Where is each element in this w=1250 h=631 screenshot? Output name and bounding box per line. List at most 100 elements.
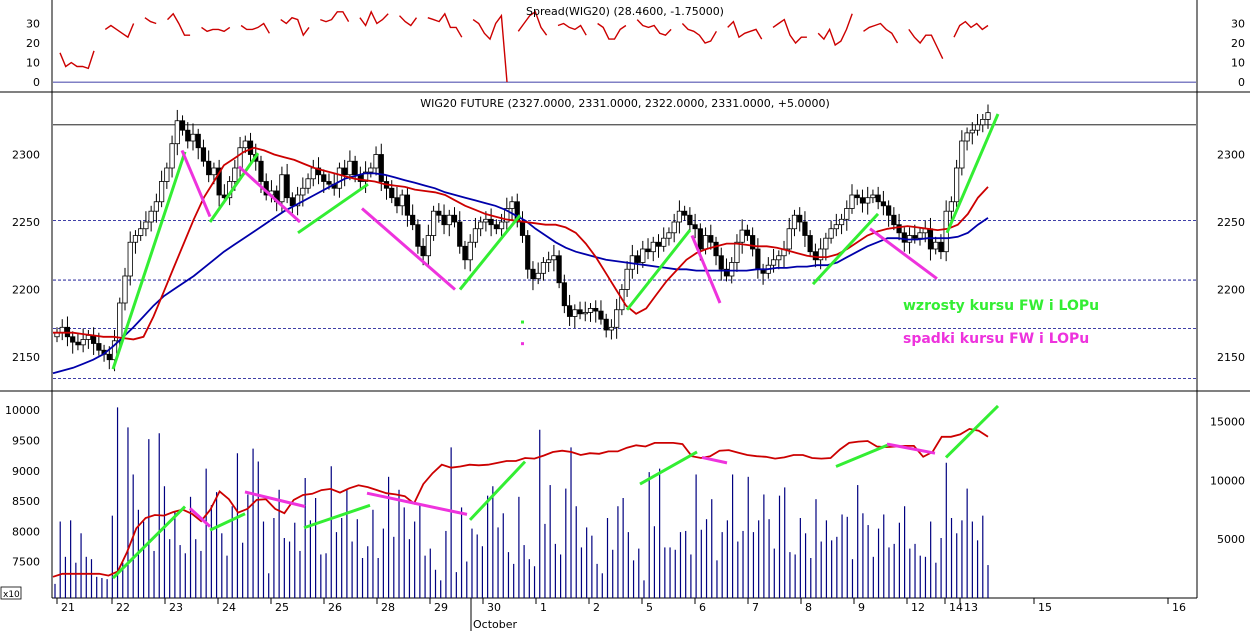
price-tick-right: 2150 — [1217, 351, 1245, 364]
candle-body — [891, 214, 897, 226]
spread-tick-right: 30 — [1231, 18, 1245, 31]
candle-body — [833, 224, 839, 230]
candle-body — [425, 235, 431, 257]
spread-series-line — [472, 13, 508, 83]
candle-body — [655, 241, 662, 247]
unit-label: x10 — [3, 590, 20, 600]
price-panel: 2150 2150 2200 2200 2250 2250 2300 2300 — [12, 104, 1245, 380]
candle-body — [279, 174, 285, 203]
candle-body — [812, 251, 818, 261]
candle-body — [561, 282, 567, 307]
candle-body — [556, 255, 562, 284]
candle-body — [671, 221, 677, 234]
candle-body — [640, 248, 646, 263]
volume-tick-left: 8500 — [12, 495, 40, 508]
x-tick-label: 8 — [805, 601, 812, 614]
candle-body — [865, 197, 871, 204]
volume-tick-left: 9500 — [12, 434, 40, 447]
x-tick-label: 5 — [646, 601, 653, 614]
candle-body — [645, 248, 651, 253]
price-marker-green — [521, 320, 524, 324]
candle-body — [880, 201, 886, 207]
candle-body — [682, 210, 688, 216]
candle-body — [342, 167, 348, 176]
candle-body — [661, 237, 667, 247]
candle-body — [519, 221, 526, 236]
candle-body — [582, 312, 588, 315]
candle-body — [111, 340, 118, 361]
open-interest-line — [52, 427, 989, 578]
candle-body — [838, 218, 845, 226]
candle-body — [687, 214, 693, 226]
candle-body — [802, 221, 808, 236]
candle-body — [326, 181, 332, 185]
spread-title: Spread(WIG20) (28.4600, -1.75000) — [526, 5, 724, 18]
candle-body — [185, 129, 191, 142]
candle-body — [844, 208, 850, 220]
candle-body — [514, 201, 520, 223]
candle-body — [96, 343, 102, 351]
spread-tick-left: 30 — [26, 18, 40, 31]
volume-trend-down-line — [244, 490, 306, 508]
candle-body — [289, 197, 295, 207]
candle-body — [870, 194, 876, 199]
price-tick-left: 2150 — [12, 351, 40, 364]
volume-trend-up-line — [303, 503, 371, 530]
price-tick-left: 2250 — [12, 216, 40, 229]
volume-panel: 7500 8000 8500 9000 9500 10000 5000 10000 15000 — [5, 404, 1245, 598]
candle-body — [744, 229, 751, 236]
volume-trend-down-line — [188, 507, 212, 528]
spread-tick-left: 10 — [26, 57, 40, 70]
x-tick-label: 30 — [487, 601, 501, 614]
candle-body — [415, 224, 421, 247]
candle-body — [886, 205, 892, 216]
candle-body — [242, 140, 248, 149]
candle-body — [305, 178, 311, 189]
candle-body — [80, 339, 86, 346]
candle-body — [399, 194, 405, 207]
spread-series-line — [817, 13, 853, 47]
x-tick-label: 15 — [1038, 601, 1052, 614]
candle-body — [729, 262, 735, 277]
x-tick-label: 12 — [911, 601, 925, 614]
candle-body — [258, 160, 264, 182]
candle-body — [430, 210, 437, 236]
volume-tick-left: 9000 — [12, 465, 40, 478]
candle-body — [91, 334, 97, 344]
price-trend-down-line — [690, 234, 722, 304]
candle-body — [478, 221, 484, 230]
spread-series-line — [167, 12, 191, 36]
candle-body — [138, 228, 144, 236]
candle-body — [577, 309, 583, 315]
moving-average-fast — [53, 146, 989, 341]
candle-body — [284, 174, 290, 199]
candle-body — [875, 194, 881, 203]
x-tick-label: 23 — [169, 601, 183, 614]
price-trend-up-line — [945, 113, 1000, 234]
price-trend-up-line — [458, 214, 522, 291]
candle-body — [488, 218, 494, 226]
price-tick-right: 2250 — [1217, 216, 1245, 229]
candle-body — [190, 133, 196, 142]
candle-body — [294, 194, 301, 207]
candle-body — [849, 194, 855, 209]
candle-body — [912, 235, 918, 239]
volume-tick-right: 5000 — [1217, 533, 1245, 546]
candle-body — [959, 140, 965, 169]
unit-label-box — [0, 586, 22, 600]
candle-body — [917, 232, 923, 239]
price-trend-up-line — [625, 229, 692, 311]
volume-trend-up-line — [944, 404, 1000, 459]
candle-body — [153, 201, 159, 212]
spread-tick-left: 20 — [26, 37, 40, 50]
spread-tick-left: 0 — [33, 76, 40, 89]
volume-trend-up-line — [468, 460, 527, 521]
candle-body — [467, 241, 473, 261]
candle-body — [232, 167, 238, 182]
candle-body — [823, 237, 829, 250]
x-tick-label: 21 — [61, 601, 75, 614]
candle-body — [159, 181, 165, 203]
volume-trend-up-line — [209, 512, 246, 532]
x-tick-label: 26 — [328, 601, 342, 614]
